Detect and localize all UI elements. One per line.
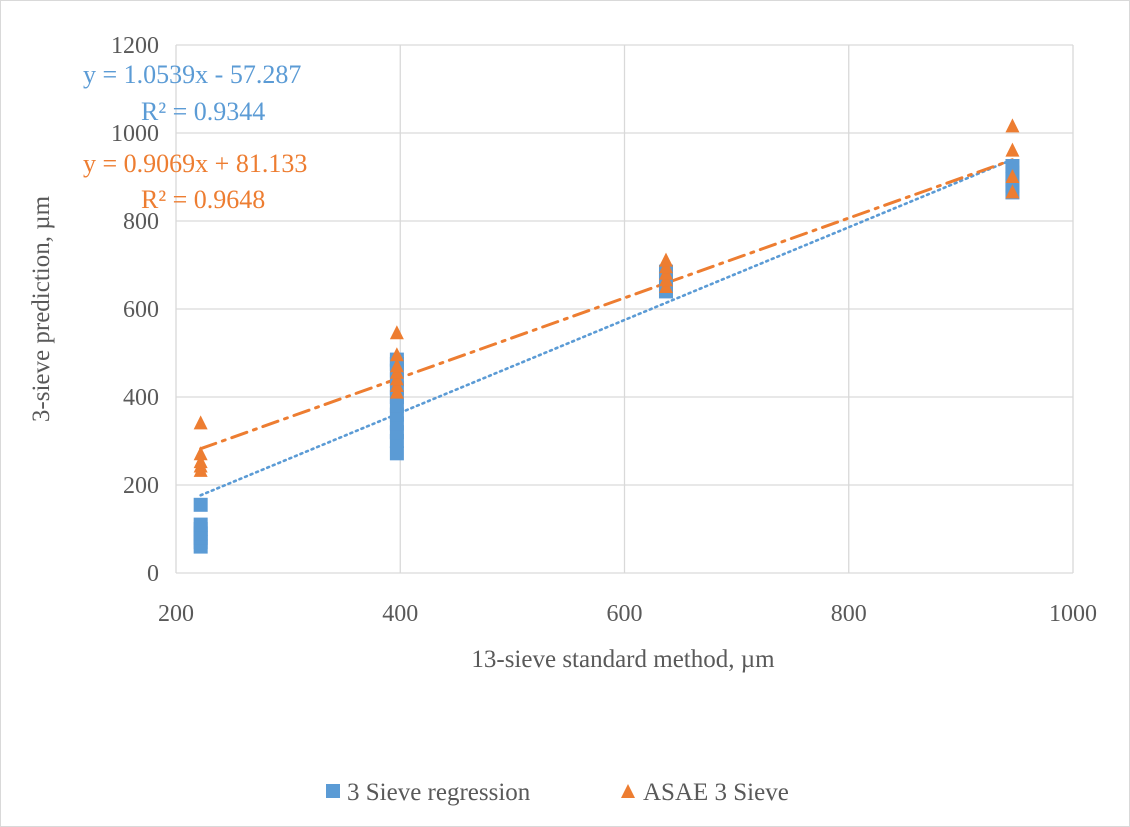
gridlines xyxy=(175,44,1074,574)
y-axis-title: 3-sieve prediction, µm xyxy=(28,195,55,422)
point-regression xyxy=(193,497,208,512)
x-axis-title: 13-sieve standard method, µm xyxy=(471,646,775,673)
x-tick-label: 400 xyxy=(382,601,418,627)
trendline-equation-regression: y = 1.0539x - 57.287 xyxy=(83,60,301,89)
legend: 3 Sieve regression ASAE 3 Sieve xyxy=(326,779,789,806)
y-tick-label: 600 xyxy=(123,297,159,323)
point-regression xyxy=(389,446,404,461)
y-tick-label: 400 xyxy=(123,385,159,411)
y-tick-label: 800 xyxy=(123,209,159,235)
trendline-r2-regression: R² = 0.9344 xyxy=(141,97,265,126)
point-asae xyxy=(1005,118,1020,133)
y-tick-label: 0 xyxy=(147,561,159,587)
point-asae xyxy=(1005,184,1020,199)
point-asae xyxy=(193,454,208,469)
y-tick-label: 1200 xyxy=(111,33,159,59)
x-tick-label: 600 xyxy=(607,601,643,627)
point-asae xyxy=(193,446,208,461)
x-tick-label: 200 xyxy=(158,601,194,627)
point-asae xyxy=(1005,142,1020,157)
trendline-0 xyxy=(199,158,1014,497)
point-regression xyxy=(1005,159,1020,173)
y-tick-label: 200 xyxy=(123,473,159,499)
tick-labels: 0 200 400 600 800 1000 1200 200 400 600 800 1000 xyxy=(111,33,1097,627)
legend-marker-regression xyxy=(326,784,340,798)
legend-label-regression: 3 Sieve regression xyxy=(347,779,531,806)
data-points xyxy=(193,118,1020,554)
point-asae xyxy=(658,252,673,267)
legend-marker-asae xyxy=(621,784,635,798)
y-tick-label: 1000 xyxy=(111,121,159,147)
point-asae xyxy=(389,358,404,373)
x-tick-label: 1000 xyxy=(1049,601,1097,627)
trendline-equation-asae: y = 0.9069x + 81.133 xyxy=(83,149,307,178)
point-asae xyxy=(389,347,404,362)
point-regression xyxy=(193,517,208,532)
x-tick-label: 800 xyxy=(831,601,867,627)
legend-label-asae: ASAE 3 Sieve xyxy=(643,779,789,806)
point-asae xyxy=(389,325,404,340)
trendline-r2-asae: R² = 0.9648 xyxy=(141,185,265,214)
point-asae xyxy=(1005,169,1020,183)
point-asae xyxy=(193,415,208,430)
trendlines xyxy=(199,158,1014,497)
trendline-1 xyxy=(199,158,1014,451)
